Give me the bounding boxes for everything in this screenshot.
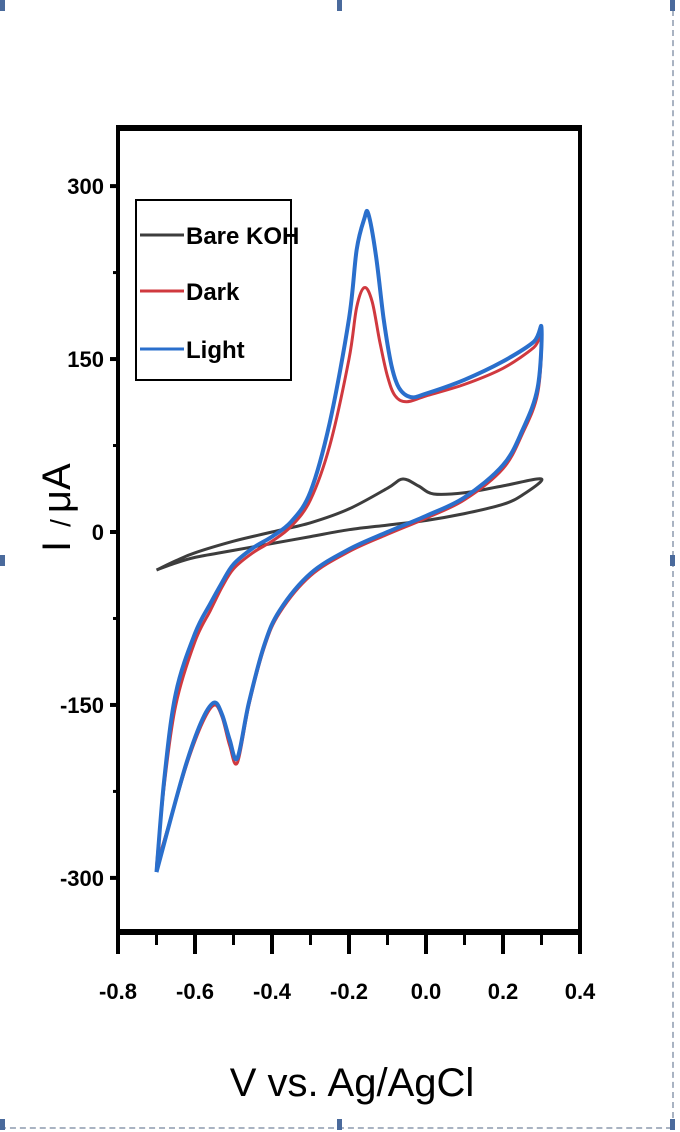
x-axis-ticks: -0.8 -0.6 -0.4 -0.2 0.0 0.2 0.4 — [99, 932, 596, 1004]
y-axis-title-slash: / — [45, 519, 76, 527]
x-axis-title: V vs. Ag/AgCl — [230, 1061, 475, 1105]
legend-item-bare-koh: Bare KOH — [140, 223, 299, 250]
y-axis-title-symbol: I — [35, 541, 79, 552]
x-tick-label: -0.4 — [253, 979, 292, 1004]
resize-handle-bottom-right[interactable] — [670, 1119, 675, 1130]
resize-handle-middle-left[interactable] — [0, 555, 5, 566]
legend-label-light: Light — [186, 337, 245, 364]
resize-handle-bottom-center[interactable] — [337, 1119, 342, 1130]
legend: Bare KOH Dark Light — [135, 199, 299, 381]
y-axis-title: I / μA — [35, 463, 79, 552]
y-tick-label: 300 — [67, 174, 104, 199]
resize-handle-top-center[interactable] — [337, 0, 342, 11]
legend-label-bare-koh: Bare KOH — [186, 223, 299, 250]
y-tick-label: 0 — [92, 520, 104, 545]
resize-handle-middle-right[interactable] — [670, 555, 675, 566]
data-series — [154, 208, 544, 873]
legend-item-dark: Dark — [140, 279, 240, 306]
y-tick-label: -300 — [60, 866, 104, 891]
x-tick-label: 0.4 — [565, 979, 596, 1004]
x-tick-label: 0.0 — [411, 979, 442, 1004]
svg-text:I/μA: I / μA — [35, 463, 79, 552]
series-line-bare-koh — [155, 477, 544, 572]
x-tick-label: -0.6 — [176, 979, 214, 1004]
resize-handle-top-right[interactable] — [670, 0, 675, 11]
x-tick-label: -0.2 — [330, 979, 368, 1004]
y-axis-ticks: 300 150 0 -150 -300 — [60, 174, 118, 891]
resize-handle-bottom-left[interactable] — [0, 1119, 5, 1130]
y-tick-label: -150 — [60, 693, 104, 718]
y-axis-title-unit: μA — [35, 463, 79, 513]
legend-label-dark: Dark — [186, 279, 240, 306]
resize-handle-top-left[interactable] — [0, 0, 5, 11]
x-tick-label: 0.2 — [488, 979, 519, 1004]
selection-border-bottom — [0, 1127, 672, 1129]
x-tick-label: -0.8 — [99, 979, 137, 1004]
legend-item-light: Light — [140, 337, 245, 364]
y-tick-label: 150 — [67, 347, 104, 372]
series-line-light — [154, 208, 544, 873]
